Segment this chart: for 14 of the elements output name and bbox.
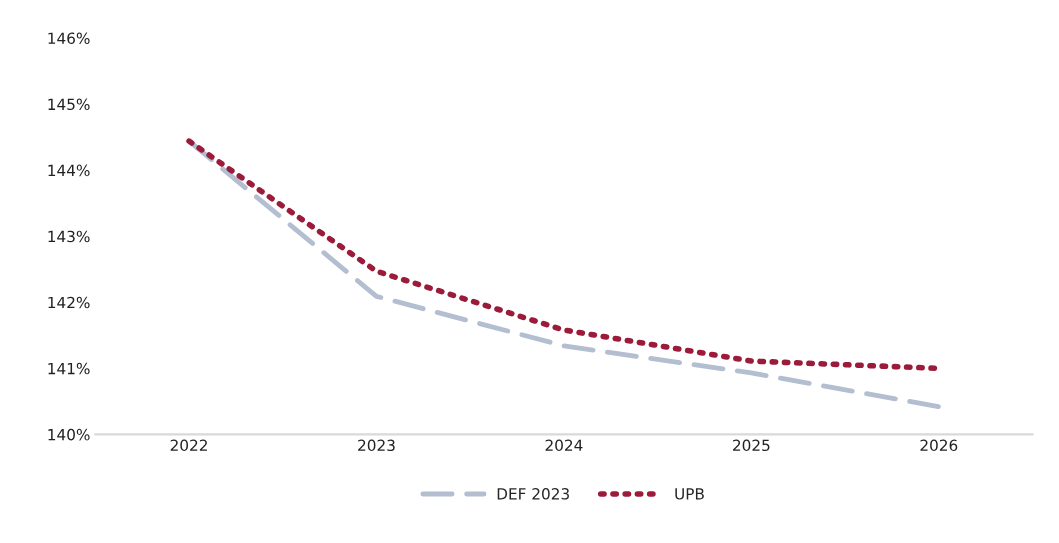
x-tick-label: 2024 [545, 439, 583, 452]
x-tick-label: 2022 [170, 439, 207, 452]
x-tick-label: 2025 [733, 439, 770, 452]
y-tick-label: 143% [48, 230, 90, 243]
x-tick-label: 2026 [920, 439, 958, 452]
legend-label: UPB [675, 488, 704, 500]
y-tick-label: 140% [48, 428, 90, 441]
y-tick-label: 141% [48, 362, 90, 375]
y-tick-label: 145% [48, 98, 90, 111]
y-tick-label: 144% [48, 164, 90, 177]
y-tick-label: 146% [48, 32, 90, 45]
x-tick-label: 2023 [358, 439, 395, 452]
legend-label: DEF 2023 [497, 488, 569, 500]
y-tick-label: 142% [48, 296, 90, 309]
